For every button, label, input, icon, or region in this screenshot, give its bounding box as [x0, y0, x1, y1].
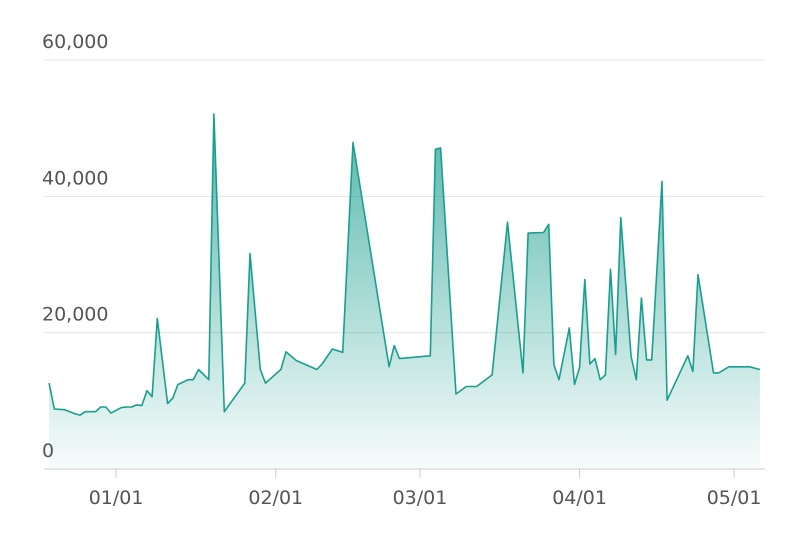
x-tick-label: 01/01 — [89, 487, 144, 509]
x-tick-label: 02/01 — [248, 487, 303, 509]
x-tick-label: 03/01 — [393, 487, 448, 509]
y-tick-label: 20,000 — [42, 304, 108, 326]
y-tick-label: 40,000 — [42, 167, 108, 189]
x-tick-label: 05/01 — [707, 487, 762, 509]
x-tick-label: 04/01 — [552, 487, 607, 509]
line — [48, 113, 761, 416]
y-tick-label: 60,000 — [42, 31, 108, 53]
area — [49, 113, 760, 470]
